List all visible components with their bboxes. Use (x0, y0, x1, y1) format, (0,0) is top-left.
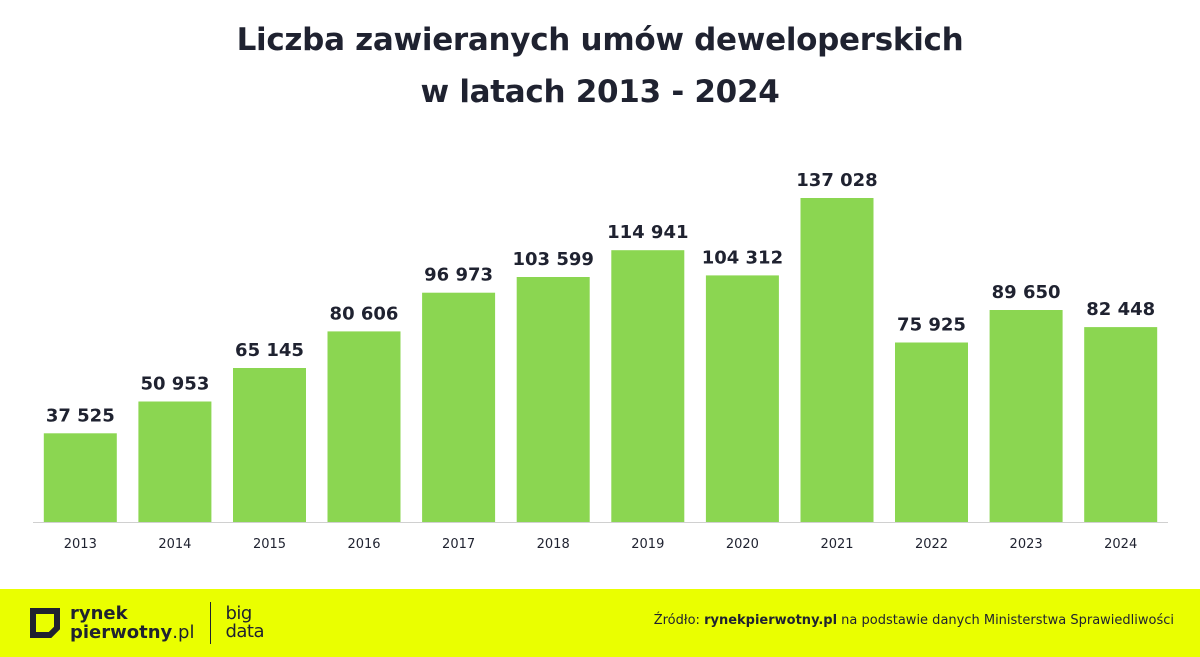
bar-value-label-2015: 65 145 (235, 340, 304, 361)
x-tick-label-2018: 2018 (537, 537, 570, 552)
brand-logo[interactable]: rynek pierwotny.pl big data (30, 601, 264, 645)
bar-value-label-2024: 82 448 (1086, 299, 1155, 320)
logo-word-pierwotny: pierwotny.pl (70, 623, 194, 642)
footer-bar: rynek pierwotny.pl big data Źródło: ryne… (0, 589, 1200, 657)
bar-value-label-2014: 50 953 (140, 374, 209, 395)
source-suffix: na podstawie danych Ministerstwa Sprawie… (837, 613, 1174, 628)
bar-2015 (233, 368, 306, 522)
bar-2020 (705, 275, 779, 522)
bar-2013 (43, 433, 117, 522)
bar-value-label-2020: 104 312 (702, 247, 783, 268)
logo-word-big: big (225, 603, 252, 624)
x-tick-label-2015: 2015 (253, 537, 286, 552)
source-prefix: Źródło: (653, 613, 705, 628)
x-tick-label-2017: 2017 (442, 537, 475, 552)
square-bracket-logo-icon (30, 608, 60, 638)
x-tick-label-2020: 2020 (726, 537, 759, 552)
logo-divider (210, 602, 212, 644)
bar-2023 (989, 310, 1063, 522)
chart-title-line-1: Liczba zawieranych umów deweloperskich (236, 22, 964, 58)
bar-2024 (1084, 327, 1158, 522)
bar-chart: 37 525 2013 50 953 2014 65 145 2015 80 606 2016… (33, 170, 1168, 552)
bar-value-label-2023: 89 650 (992, 282, 1061, 303)
bar-value-label-2021: 137 028 (796, 170, 877, 191)
x-tick-label-2022: 2022 (915, 537, 948, 552)
bar-value-label-2016: 80 606 (330, 303, 399, 324)
x-tick-label-2019: 2019 (631, 537, 664, 552)
chart-title: Liczba zawieranych umów deweloperskich w… (0, 14, 1200, 118)
logo-wordmark: rynek pierwotny.pl (70, 604, 194, 642)
bar-value-label-2013: 37 525 (46, 405, 115, 426)
bar-2017 (422, 292, 496, 522)
chart-title-line-2: w latach 2013 - 2024 (420, 74, 780, 110)
bar-value-label-2018: 103 599 (512, 249, 593, 270)
bar-2014 (138, 401, 212, 522)
bar-2018 (516, 277, 590, 522)
bar-2019 (611, 250, 685, 522)
x-tick-label-2014: 2014 (158, 537, 191, 552)
bar-value-label-2022: 75 925 (897, 315, 966, 336)
bar-2016 (327, 331, 401, 522)
logo-word-rynek: rynek (70, 603, 128, 624)
x-tick-label-2016: 2016 (347, 537, 380, 552)
logo-word-pierwotny-main: pierwotny (70, 622, 173, 643)
x-tick-label-2021: 2021 (820, 537, 853, 552)
bar-value-label-2017: 96 973 (424, 265, 493, 286)
logo-word-data: data (225, 621, 264, 642)
source-note: Źródło: rynekpierwotny.pl na podstawie d… (654, 613, 1174, 628)
source-site-link[interactable]: rynekpierwotny.pl (704, 613, 838, 628)
bar-value-label-2019: 114 941 (607, 222, 688, 243)
bar-2022 (895, 342, 968, 522)
logo-bigdata: big data (225, 605, 264, 641)
bar-2021 (800, 198, 874, 522)
x-tick-label-2024: 2024 (1104, 537, 1137, 552)
x-tick-label-2013: 2013 (64, 537, 97, 552)
logo-word-pl: .pl (172, 622, 195, 643)
x-tick-label-2023: 2023 (1010, 537, 1043, 552)
